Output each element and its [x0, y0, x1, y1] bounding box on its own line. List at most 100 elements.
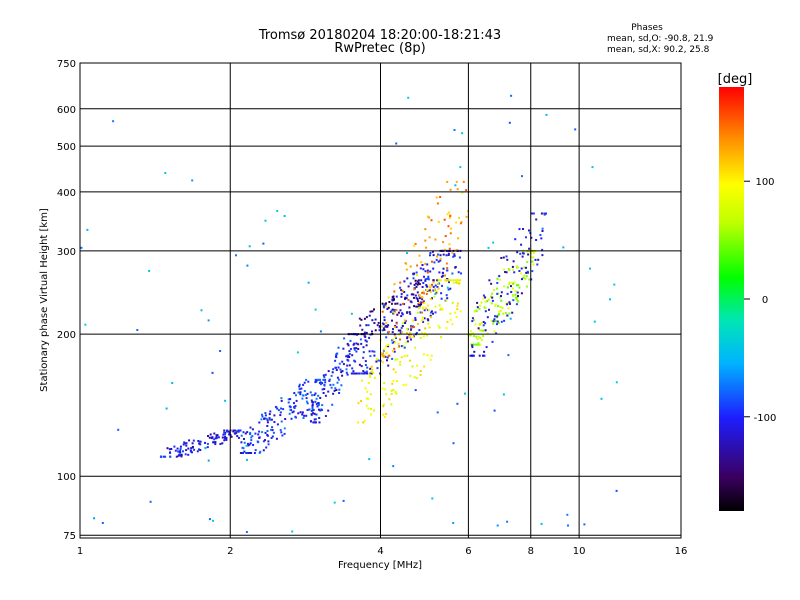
data-point — [399, 361, 402, 363]
data-point — [455, 180, 458, 183]
data-point — [388, 354, 391, 357]
data-point — [477, 327, 480, 330]
data-point — [483, 306, 486, 309]
data-point — [301, 394, 304, 397]
data-point — [426, 215, 429, 218]
data-point — [525, 236, 527, 239]
data-point — [429, 270, 432, 273]
data-point — [421, 291, 424, 294]
data-point — [483, 350, 486, 353]
data-point — [448, 243, 451, 246]
data-point — [362, 346, 365, 349]
data-point — [236, 435, 239, 437]
data-point — [513, 271, 516, 274]
data-point — [361, 328, 364, 331]
data-point — [421, 286, 424, 288]
data-point — [322, 374, 325, 377]
data-point — [502, 256, 505, 259]
data-point — [440, 275, 443, 278]
data-point — [224, 435, 227, 438]
data-point — [437, 324, 440, 327]
data-point — [412, 293, 415, 296]
data-point — [313, 421, 316, 424]
data-point — [362, 356, 365, 359]
data-point — [438, 282, 441, 285]
data-point — [455, 249, 458, 252]
data-point — [494, 304, 497, 307]
data-point — [432, 254, 435, 257]
data-point — [519, 252, 522, 255]
data-point — [532, 251, 535, 254]
data-point — [247, 444, 250, 447]
data-point — [177, 450, 180, 453]
data-point — [517, 295, 519, 297]
data-point — [448, 211, 451, 214]
data-point — [424, 278, 427, 281]
data-point — [514, 238, 517, 241]
data-point — [530, 212, 533, 215]
data-point — [395, 308, 398, 311]
data-point — [313, 418, 316, 421]
data-point — [245, 444, 248, 447]
data-point — [417, 300, 419, 302]
data-point — [392, 350, 394, 353]
data-point — [365, 331, 368, 334]
data-point — [499, 309, 502, 312]
data-point — [425, 293, 428, 295]
data-point — [500, 320, 503, 323]
data-point — [424, 327, 427, 330]
data-point — [265, 446, 268, 449]
data-point — [346, 354, 349, 357]
data-point — [419, 267, 422, 270]
data-point — [382, 349, 385, 352]
data-point — [282, 408, 285, 411]
data-point — [434, 238, 437, 241]
data-point — [288, 412, 291, 415]
data-point — [179, 448, 182, 450]
data-point — [472, 332, 475, 335]
data-point — [240, 434, 243, 437]
data-point — [405, 268, 408, 271]
data-point — [482, 321, 485, 323]
data-point — [404, 296, 407, 299]
data-point — [420, 296, 423, 298]
data-point — [280, 407, 282, 410]
data-point — [397, 329, 400, 332]
data-point — [457, 271, 460, 274]
data-point — [434, 305, 437, 308]
data-point — [257, 433, 260, 436]
data-point — [504, 312, 507, 315]
data-point — [370, 372, 373, 375]
data-point — [400, 326, 403, 329]
data-point — [413, 288, 415, 291]
data-point — [454, 184, 457, 187]
data-point — [324, 394, 327, 397]
data-point — [406, 294, 409, 297]
data-point — [365, 404, 368, 407]
data-point — [336, 376, 339, 379]
data-point — [352, 370, 355, 373]
data-point — [478, 335, 480, 338]
data-point — [397, 342, 400, 345]
data-point — [280, 431, 283, 434]
data-point — [348, 364, 351, 367]
data-point — [450, 279, 453, 282]
data-point — [213, 432, 216, 435]
data-point — [324, 381, 327, 384]
data-point — [507, 307, 510, 310]
data-point — [500, 299, 503, 302]
data-point — [515, 298, 518, 301]
data-point — [474, 343, 477, 346]
data-point — [416, 377, 419, 380]
data-point — [425, 284, 428, 287]
data-point — [490, 295, 492, 298]
data-point — [435, 290, 438, 293]
data-point — [342, 499, 345, 502]
data-point — [453, 129, 456, 131]
data-point — [332, 392, 335, 395]
data-point — [357, 402, 360, 405]
data-point — [241, 446, 244, 449]
data-point — [478, 354, 481, 357]
data-point — [499, 278, 502, 281]
data-point — [416, 311, 419, 314]
